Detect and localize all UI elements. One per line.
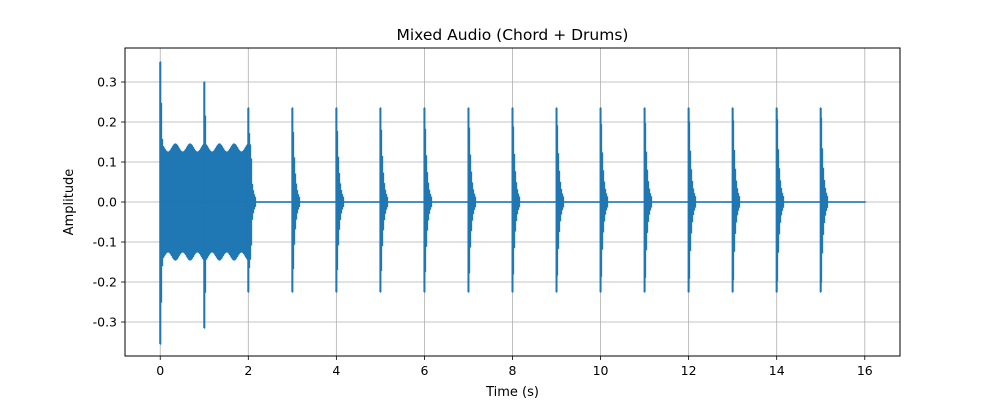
x-tick-label: 0 xyxy=(156,363,164,378)
y-tick-label: 0.2 xyxy=(97,115,117,130)
x-tick-label: 4 xyxy=(332,363,340,378)
y-tick-label: 0.3 xyxy=(97,75,117,90)
y-tick-label: -0.2 xyxy=(93,275,117,290)
chart-title: Mixed Audio (Chord + Drums) xyxy=(397,26,629,44)
x-tick-label: 12 xyxy=(681,363,697,378)
y-tick-label: -0.1 xyxy=(93,235,117,250)
y-axis-label: Amplitude xyxy=(62,169,77,236)
x-tick-label: 14 xyxy=(769,363,785,378)
y-tick-label: 0.0 xyxy=(97,195,117,210)
x-tick-label: 8 xyxy=(509,363,517,378)
plot-area xyxy=(159,61,867,345)
y-tick-label: -0.3 xyxy=(93,315,117,330)
x-tick-label: 2 xyxy=(244,363,252,378)
x-tick-label: 6 xyxy=(420,363,428,378)
x-tick-label: 16 xyxy=(857,363,873,378)
y-tick-label: 0.1 xyxy=(97,155,117,170)
x-axis-label: Time (s) xyxy=(485,385,539,400)
x-tick-label: 10 xyxy=(593,363,609,378)
ticks: 0 2 4 6 8 10 12 14 16 -0.3 -0.2 -0.1 0.0 0.1 0.2 0.3 xyxy=(93,75,873,379)
